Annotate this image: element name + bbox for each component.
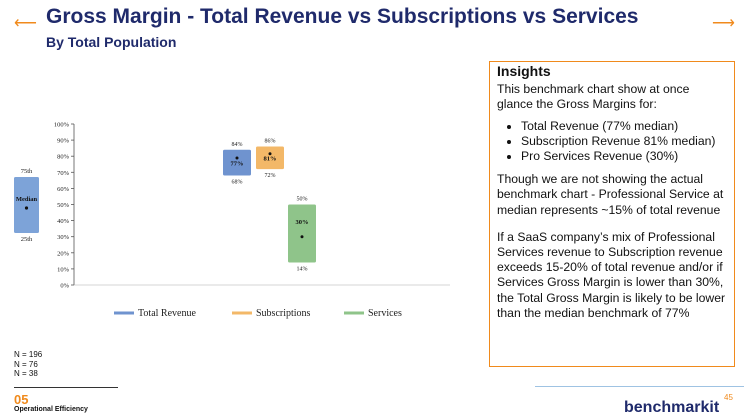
sample-size: N = 76 [14,359,38,369]
page-subtitle: By Total Population [46,34,177,50]
p25-label: 68% [232,180,243,186]
forward-arrow-icon[interactable]: ⟶ [712,15,735,32]
insights-bullet: Subscription Revenue 81% median) [521,134,727,149]
key-box [14,177,39,233]
y-tick-label: 90% [57,138,70,145]
median-dot [300,235,304,239]
key-label-median: Median [16,196,38,203]
section-name: Operational Efficiency [14,406,88,413]
page-title: Gross Margin - Total Revenue vs Subscrip… [46,5,639,28]
insights-panel: Insights This benchmark chart show at on… [489,61,735,367]
sample-sizes: N = 196 N = 76 N = 38 [14,350,42,379]
median-label: 81% [264,156,277,163]
insights-paragraph: If a SaaS company’s mix of Professional … [497,229,726,320]
p75-label: 50% [297,197,308,203]
back-arrow-icon[interactable]: ⟵ [14,15,37,32]
y-tick-label: 30% [57,234,70,241]
p75-label: 84% [232,142,243,148]
key-median-dot [24,206,29,210]
y-tick-label: 100% [54,122,70,129]
box-chart: 0% 10% 20% 30% 40% 50% 60% 70% 80% 90% 100% 75th Med… [14,122,450,319]
y-tick-label: 70% [57,170,70,177]
median-dot [235,156,239,160]
median-label: 30% [296,219,309,226]
legend-label: Total Revenue [138,308,196,319]
brand-logo: benchmarkit [624,399,720,416]
y-tick-label: 10% [57,266,70,273]
sample-size: N = 196 [14,350,43,359]
p25-label: 14% [297,266,308,272]
footer-divider [14,387,118,388]
box-3 [288,204,316,263]
y-tick-label: 0% [60,283,69,290]
y-tick-label: 50% [57,202,70,209]
y-tick-label: 40% [57,218,70,225]
y-tick-label: 80% [57,154,70,161]
insights-intro: This benchmark chart show at once glance… [497,82,690,112]
section-number: 05 [14,392,29,407]
insights-heading: Insights [497,63,551,79]
median-dot [268,152,272,156]
legend-label: Services [368,308,402,319]
footer-divider [535,386,744,387]
insights-paragraph: Though we are not showing the actual ben… [497,172,724,217]
y-tick-label: 20% [57,250,70,257]
key-label-75th: 75th [21,168,33,175]
legend-label: Subscriptions [256,308,311,319]
box-1 [223,149,251,176]
p75-label: 86% [265,139,276,145]
insights-bullet: Total Revenue (77% median) [521,119,727,134]
sample-size: N = 38 [14,369,38,378]
key-label-25th: 25th [21,236,33,243]
p25-label: 72% [265,173,276,179]
insights-list: Total Revenue (77% median) Subscription … [497,119,727,165]
y-tick-label: 60% [57,186,70,193]
insights-bullet: Pro Services Revenue (30%) [521,149,727,164]
median-label: 77% [231,161,244,168]
box-2 [256,146,284,170]
page-number: 45 [724,393,733,402]
